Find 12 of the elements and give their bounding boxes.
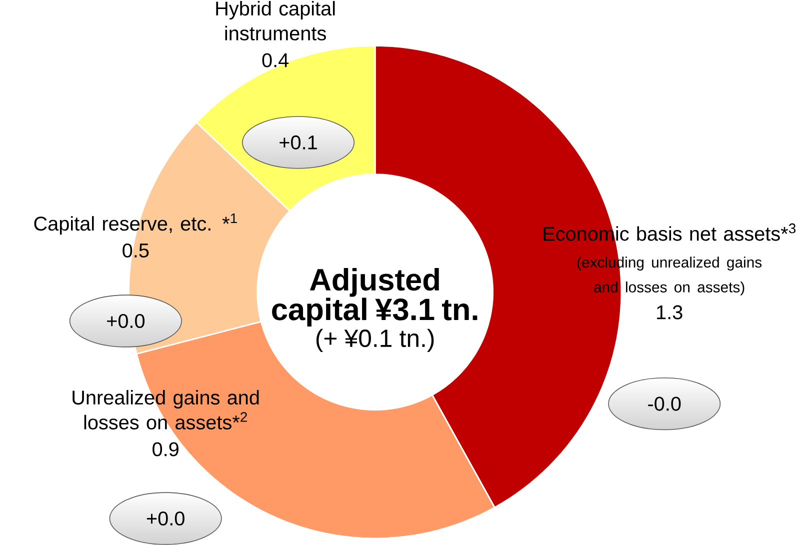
text: +0.0 (146, 512, 184, 526)
data-label: 0.4 (262, 53, 289, 68)
text: (+ ¥0.1 tn.) (316, 328, 434, 352)
slice-label: Hybrid capital instruments (216, 1, 335, 40)
text: +0.1 (280, 135, 317, 150)
data-label: 1.3 (657, 305, 682, 320)
data-label: 0.9 (152, 442, 178, 456)
text: -0.0 (648, 396, 681, 411)
data-label: 0.5 (122, 244, 149, 258)
slice-label: Capital reserve, etc. *$^{1}$ (34, 214, 237, 235)
text: Adjusted capital ¥3.1 tn. (272, 268, 478, 327)
text: +0.0 (107, 314, 145, 328)
